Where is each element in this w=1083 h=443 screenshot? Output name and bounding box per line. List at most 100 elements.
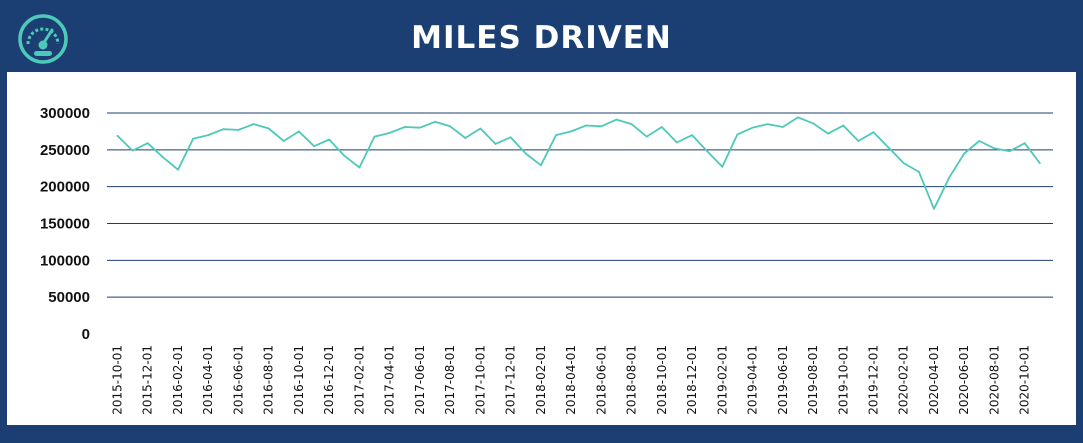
- data-point: [524, 152, 527, 155]
- y-tick-label: 100000: [40, 252, 90, 269]
- data-point: [721, 165, 724, 168]
- x-tick-label: 2019-12-01: [867, 345, 881, 415]
- data-point: [192, 137, 195, 140]
- data-point: [162, 156, 164, 159]
- x-tick-label: 2019-10-01: [836, 345, 850, 415]
- data-point: [948, 176, 950, 179]
- data-point: [388, 132, 391, 134]
- data-point: [827, 132, 829, 135]
- data-point: [116, 134, 119, 137]
- data-point: [494, 143, 497, 145]
- y-tick-label: 150000: [40, 216, 90, 233]
- gridlines: [107, 112, 1053, 298]
- data-point: [857, 140, 860, 142]
- x-tick-label: 2016-06-01: [231, 345, 245, 415]
- x-tick-label: 2019-04-01: [746, 345, 760, 415]
- x-tick-label: 2017-06-01: [413, 345, 427, 415]
- x-tick-label: 2020-08-01: [987, 345, 1001, 415]
- data-point: [207, 134, 210, 136]
- x-tick-label: 2016-12-01: [322, 345, 336, 415]
- x-tick-label: 2017-02-01: [352, 345, 366, 415]
- data-point: [993, 147, 996, 150]
- data-point: [177, 168, 179, 171]
- y-axis-ticks: 0 50000 100000 150000 200000 250000 300000: [40, 105, 90, 343]
- x-tick-label: 2020-04-01: [927, 345, 941, 415]
- data-point: [1008, 150, 1011, 153]
- data-point: [600, 125, 603, 128]
- x-tick-label: 2020-10-01: [1018, 345, 1032, 415]
- data-point: [403, 126, 406, 128]
- x-tick-label: 2016-02-01: [171, 345, 185, 415]
- x-tick-label: 2015-12-01: [141, 345, 155, 415]
- data-point: [630, 123, 633, 125]
- page-title: MILES DRIVEN: [411, 20, 672, 56]
- data-point: [313, 145, 315, 148]
- x-tick-label: 2017-04-01: [383, 345, 397, 415]
- data-point: [918, 171, 920, 173]
- data-point: [267, 127, 270, 130]
- data-point: [464, 137, 467, 139]
- x-tick-label: 2016-10-01: [292, 345, 306, 415]
- chart-panel: 0 50000 100000 150000 200000 250000 300000 201…: [7, 72, 1076, 425]
- data-point: [555, 134, 557, 136]
- data-point: [842, 124, 845, 127]
- x-tick-label: 2018-02-01: [534, 345, 548, 415]
- data-point: [872, 131, 875, 134]
- data-point: [328, 138, 331, 141]
- data-point: [252, 123, 255, 125]
- data-point: [343, 154, 346, 157]
- data-point: [751, 126, 754, 129]
- x-tick-label: 2018-04-01: [564, 345, 578, 415]
- data-point: [676, 141, 678, 144]
- line-chart: 0 50000 100000 150000 200000 250000 300000 201…: [40, 105, 1053, 415]
- data-point: [887, 146, 890, 149]
- data-point: [963, 152, 966, 155]
- data-point: [781, 126, 784, 128]
- series-layer: [116, 116, 1041, 210]
- data-point: [797, 116, 799, 119]
- x-tick-label: 2015-10-01: [111, 345, 125, 415]
- data-point: [237, 129, 240, 131]
- data-point: [812, 122, 814, 125]
- x-tick-label: 2018-10-01: [655, 345, 669, 415]
- data-point: [736, 133, 739, 136]
- data-point: [449, 125, 451, 128]
- data-point: [570, 130, 572, 133]
- data-point: [585, 124, 588, 127]
- data-point: [373, 135, 376, 138]
- data-point: [615, 118, 618, 121]
- data-point: [479, 127, 482, 130]
- x-tick-label: 2019-02-01: [715, 345, 729, 415]
- data-point: [660, 126, 663, 128]
- x-tick-label: 2018-06-01: [594, 345, 608, 415]
- data-point: [282, 140, 285, 142]
- data-point: [691, 134, 693, 136]
- data-point: [509, 136, 512, 139]
- x-tick-label: 2017-08-01: [443, 345, 457, 415]
- data-point: [645, 135, 648, 138]
- x-axis-ticks: 2015-10-01 2015-12-01 2016-02-01 2016-04-01…: [111, 345, 1032, 415]
- data-point: [540, 164, 542, 167]
- x-tick-label: 2017-10-01: [473, 345, 487, 415]
- data-point: [933, 207, 935, 210]
- x-tick-label: 2019-08-01: [806, 345, 820, 415]
- x-tick-label: 2017-12-01: [504, 345, 518, 415]
- data-point: [434, 120, 436, 123]
- data-point: [419, 126, 421, 129]
- x-tick-label: 2018-12-01: [685, 345, 699, 415]
- y-tick-label: 200000: [40, 179, 90, 196]
- x-tick-label: 2020-02-01: [897, 345, 911, 415]
- header-bar: MILES DRIVEN: [0, 0, 1083, 72]
- data-point: [902, 162, 905, 164]
- data-point: [358, 166, 361, 169]
- x-tick-label: 2016-04-01: [201, 345, 215, 415]
- data-point: [298, 130, 300, 133]
- y-tick-label: 300000: [40, 105, 90, 122]
- speedometer-icon: [18, 14, 68, 64]
- y-tick-label: 50000: [48, 289, 90, 306]
- y-tick-label: 0: [82, 326, 90, 343]
- x-tick-label: 2018-08-01: [625, 345, 639, 415]
- data-point: [1038, 162, 1041, 164]
- data-point: [766, 123, 769, 125]
